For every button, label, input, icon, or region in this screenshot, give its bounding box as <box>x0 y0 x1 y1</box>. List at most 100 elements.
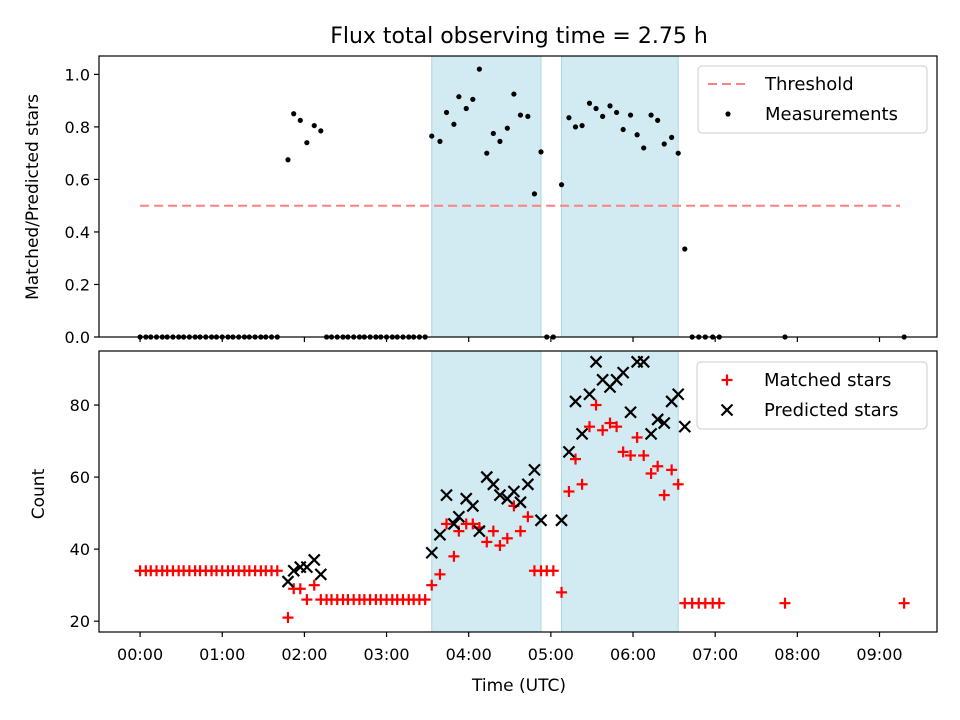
legend: Matched stars Predicted stars <box>696 361 928 430</box>
data-point <box>456 94 462 100</box>
data-point-b <box>528 463 541 477</box>
data-point <box>713 597 725 609</box>
y-tick-label: 80 <box>70 396 90 415</box>
x-tick-label: 00:00 <box>117 645 163 664</box>
legend-label: Matched stars <box>764 370 891 391</box>
data-point <box>297 117 303 123</box>
data-point <box>600 113 606 120</box>
data-point <box>620 126 626 133</box>
data-point <box>440 488 453 502</box>
data-point <box>466 499 480 513</box>
data-point <box>291 111 297 117</box>
x-tick-label: 07:00 <box>692 645 738 664</box>
data-point <box>583 387 596 401</box>
data-point <box>576 478 588 490</box>
legend-swatch <box>725 111 731 117</box>
data-point <box>617 446 629 458</box>
data-point <box>470 96 476 102</box>
chart-title: Flux total observing time = 2.75 h <box>330 24 708 49</box>
data-point <box>675 150 681 156</box>
data-point-b <box>589 355 603 369</box>
data-point <box>572 124 579 130</box>
data-point <box>443 109 450 116</box>
data-point <box>624 405 637 419</box>
x-tick-label: 01:00 <box>199 645 245 664</box>
legend-swatch <box>720 403 734 417</box>
data-point-b <box>678 420 692 433</box>
data-point <box>563 486 575 497</box>
data-point-b <box>433 528 447 542</box>
data-point-b <box>493 488 507 502</box>
data-point <box>534 514 548 527</box>
y-tick-label: 0.0 <box>65 328 90 347</box>
x-tick-label: 04:00 <box>446 645 492 664</box>
data-point-b <box>644 427 658 441</box>
data-point-b <box>616 366 630 379</box>
series-bottom-1 <box>134 399 910 624</box>
data-point <box>645 467 657 479</box>
data-point <box>514 525 526 537</box>
data-point-b <box>575 427 589 441</box>
y-tick-label: 40 <box>70 540 90 559</box>
data-point-b <box>521 478 535 491</box>
data-point-b <box>480 470 494 484</box>
data-point <box>481 536 493 548</box>
data-point <box>282 612 294 624</box>
legend: Threshold Measurements <box>697 65 928 134</box>
data-point <box>528 463 541 477</box>
data-point-b <box>314 568 328 581</box>
data-point <box>658 489 670 501</box>
data-point-b <box>637 355 650 369</box>
data-point <box>616 366 630 379</box>
data-point <box>476 66 482 72</box>
data-point-b <box>534 514 548 527</box>
data-point <box>271 565 283 577</box>
data-point <box>522 511 534 523</box>
data-point <box>672 478 684 490</box>
data-point <box>556 586 568 598</box>
data-point <box>657 416 671 430</box>
observing-interval-2 <box>561 55 679 338</box>
data-point <box>638 449 650 461</box>
x-tick-label: 03:00 <box>363 645 409 664</box>
data-point <box>501 532 513 544</box>
y-tick-label: 1.0 <box>65 65 90 84</box>
data-point-b <box>651 413 664 426</box>
data-point-b <box>657 416 671 430</box>
data-point <box>538 149 544 155</box>
data-point <box>287 564 300 578</box>
bottom-panel-counts: 20 40 60 80 00:00 01:00 02:00 03:00 04:00 05:00 06… <box>70 350 938 664</box>
data-point <box>304 140 310 146</box>
data-point <box>452 510 466 523</box>
data-point <box>447 517 461 531</box>
legend-label: Predicted stars <box>764 400 898 421</box>
data-point <box>558 182 565 188</box>
top-y-axis-label: Matched/Predicted stars <box>23 94 43 300</box>
data-point <box>448 550 460 562</box>
data-point <box>671 387 685 401</box>
observing-interval-1 <box>431 55 542 338</box>
data-point-b <box>569 395 582 408</box>
data-point-b <box>555 514 568 527</box>
data-point-b <box>447 517 461 531</box>
data-point-b <box>507 485 521 498</box>
data-point <box>627 112 634 118</box>
data-point <box>583 421 595 433</box>
data-point <box>648 112 654 118</box>
data-point <box>590 399 602 411</box>
data-point-b <box>459 492 473 505</box>
data-point <box>593 105 599 112</box>
data-point <box>521 478 535 491</box>
data-point <box>301 594 313 606</box>
data-point <box>579 122 585 129</box>
data-point <box>634 132 640 138</box>
data-point-b <box>596 373 609 387</box>
data-point <box>490 130 496 137</box>
data-point <box>484 150 490 156</box>
data-point <box>589 355 603 369</box>
data-point <box>441 518 453 530</box>
x-tick-label: 05:00 <box>528 645 574 664</box>
data-point <box>507 485 521 498</box>
y-tick-label: 0.2 <box>65 275 90 294</box>
data-point <box>425 546 439 560</box>
